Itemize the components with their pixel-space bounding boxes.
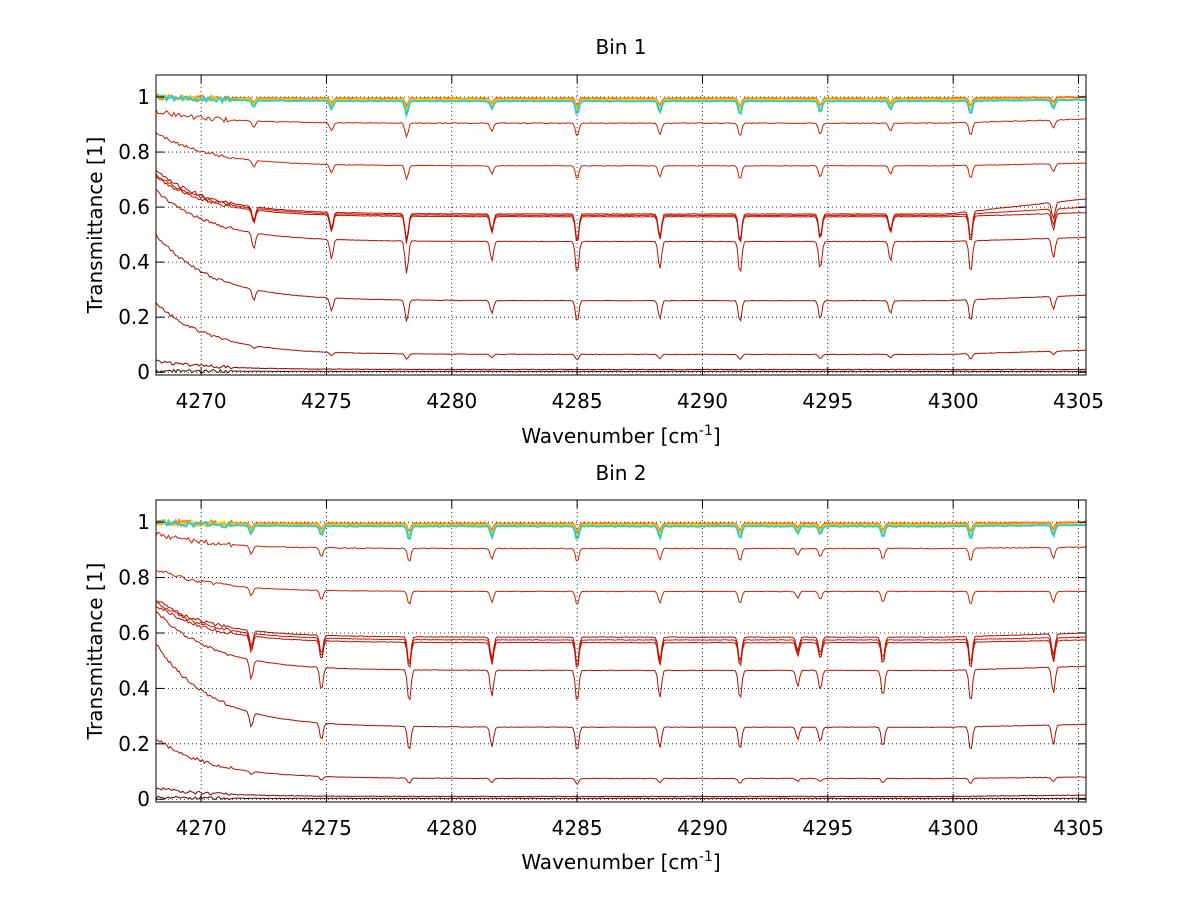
series-line <box>156 601 1086 666</box>
series-line <box>156 570 1086 605</box>
series-line <box>156 611 1086 701</box>
series-line <box>156 233 1086 322</box>
series-line <box>156 92 1086 109</box>
x-tick-label: 4305 <box>1053 816 1104 840</box>
series-line <box>156 644 1086 750</box>
series-line <box>156 131 1086 181</box>
x-axis-label-suffix: ] <box>713 850 721 874</box>
series-line <box>156 795 1086 801</box>
y-tick-label: 0.4 <box>118 250 150 274</box>
series-line <box>156 93 1086 114</box>
axes-frame <box>155 499 1087 803</box>
x-tick-label: 4305 <box>1053 389 1104 413</box>
grid <box>156 75 1086 375</box>
x-axis-label: Wavenumber [cm-1] <box>521 849 720 874</box>
series-line <box>156 606 1086 669</box>
grid <box>156 500 1086 802</box>
x-tick-label: 4275 <box>301 389 352 413</box>
series-line <box>156 738 1086 784</box>
plot-area <box>156 75 1086 375</box>
y-axis-label: Transmittance [1] <box>83 563 107 741</box>
series-line <box>156 189 1086 274</box>
subplot-bin-2: 4270 4275 4280 4285 4290 4295 4300 4305 0 0.2 0.4 0… <box>83 461 1104 874</box>
y-axis-label: Transmittance [1] <box>83 137 107 315</box>
series-line <box>156 368 1086 374</box>
y-tick-label: 0.2 <box>118 305 150 329</box>
series-line <box>156 600 1086 663</box>
series-line <box>156 170 1086 241</box>
x-tick-label: 4280 <box>426 816 477 840</box>
x-tick-label: 4285 <box>552 389 603 413</box>
x-tick-label: 4300 <box>928 816 979 840</box>
x-tick-label: 4295 <box>802 389 853 413</box>
x-axis-label-text: Wavenumber [cm <box>521 850 699 874</box>
y-tick-label: 0.6 <box>118 195 150 219</box>
x-axis-label: Wavenumber [cm-1] <box>521 423 720 448</box>
y-tick-label: 0 <box>137 360 150 384</box>
x-axis-label-superscript: -1 <box>699 423 713 439</box>
series-line <box>156 109 1086 139</box>
series-line <box>156 173 1086 243</box>
series-line <box>156 517 1086 533</box>
series-line <box>156 519 1086 541</box>
ticks: 4270 4275 4280 4285 4290 4295 4300 4305 0 0.2 0.4 0… <box>118 75 1104 413</box>
x-axis-label-text: Wavenumber [cm <box>521 424 699 448</box>
y-tick-label: 0.8 <box>118 140 150 164</box>
y-tick-label: 0.8 <box>118 566 150 590</box>
x-tick-label: 4280 <box>426 389 477 413</box>
y-tick-label: 0 <box>137 787 150 811</box>
x-tick-label: 4270 <box>176 389 227 413</box>
x-axis-label-suffix: ] <box>713 424 721 448</box>
series-line <box>156 359 1086 371</box>
series-line <box>156 518 1086 537</box>
plot-area <box>156 500 1086 802</box>
series-group <box>156 92 1086 374</box>
x-tick-label: 4295 <box>802 816 853 840</box>
chart-title: Bin 2 <box>595 461 646 485</box>
series-line <box>156 531 1086 562</box>
x-axis-label-superscript: -1 <box>699 849 713 865</box>
y-tick-label: 0.4 <box>118 676 150 700</box>
subplot-bin-1: 4270 4275 4280 4285 4290 4295 4300 4305 0 0.2 0.4 0… <box>83 35 1104 448</box>
series-line <box>156 302 1086 360</box>
ticks: 4270 4275 4280 4285 4290 4295 4300 4305 0 0.2 0.4 0… <box>118 500 1104 840</box>
x-tick-label: 4275 <box>301 816 352 840</box>
y-tick-label: 0.2 <box>118 732 150 756</box>
series-line <box>156 175 1086 244</box>
axes-frame <box>155 74 1087 376</box>
x-tick-label: 4290 <box>677 389 728 413</box>
x-tick-label: 4285 <box>552 816 603 840</box>
series-group <box>156 517 1086 801</box>
x-tick-label: 4270 <box>176 816 227 840</box>
x-tick-label: 4300 <box>928 389 979 413</box>
y-tick-label: 1 <box>137 510 150 534</box>
y-tick-label: 0.6 <box>118 621 150 645</box>
series-line <box>156 93 1086 119</box>
series-line <box>156 787 1086 798</box>
y-tick-label: 1 <box>137 85 150 109</box>
chart-title: Bin 1 <box>595 35 646 59</box>
x-tick-label: 4290 <box>677 816 728 840</box>
